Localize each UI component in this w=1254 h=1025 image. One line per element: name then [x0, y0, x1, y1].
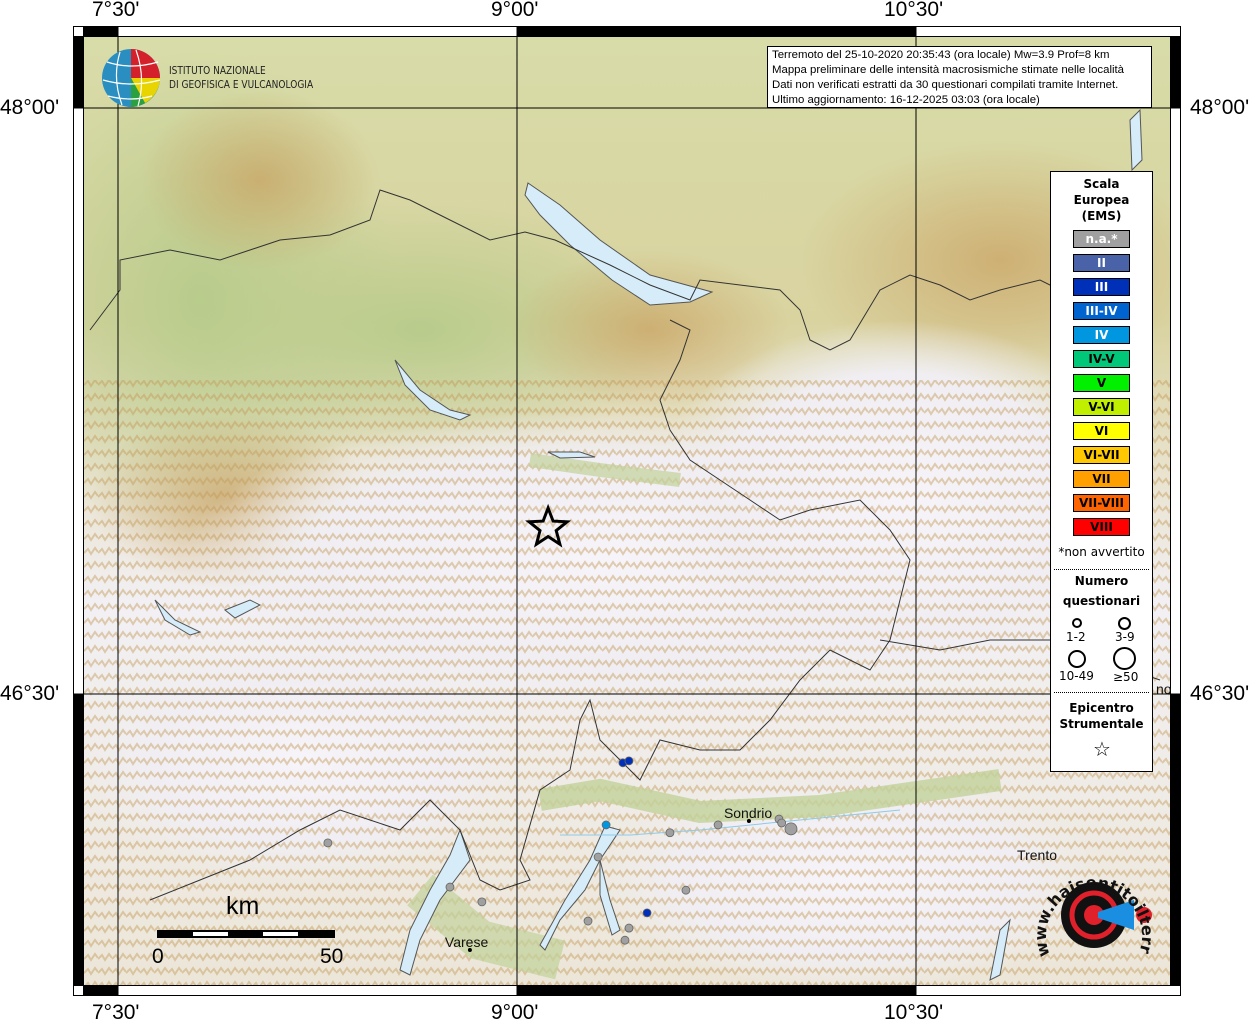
legend-divider	[1054, 692, 1149, 693]
intensity-swatch: VII	[1073, 470, 1130, 488]
intensity-swatch: V-VI	[1073, 398, 1130, 416]
epicenter-star-legend-icon: ☆	[1093, 737, 1111, 761]
lat-tick-left: 48°00'	[0, 96, 60, 119]
epicenter-star-icon[interactable]	[525, 503, 572, 548]
lat-tick-right: 46°30'	[1190, 682, 1250, 705]
intensity-swatch: VII-VIII	[1073, 494, 1130, 512]
observation-point[interactable]	[593, 852, 603, 862]
intensity-swatch: VI	[1073, 422, 1130, 440]
count-title: Numero	[1074, 574, 1129, 588]
ingv-line-1: ISTITUTO NAZIONALE	[169, 64, 266, 77]
observation-point[interactable]	[665, 828, 675, 838]
ingv-line-2: DI GEOFISICA E VULCANOLOGIA	[169, 78, 314, 91]
lon-tick-bottom: 9°00'	[491, 1001, 539, 1024]
observation-point[interactable]	[620, 935, 630, 945]
count-circle-xlarge-icon	[1113, 647, 1136, 670]
legend-title: Scala Europea (EMS)	[1051, 176, 1152, 224]
legend: Scala Europea (EMS) n.a.* II III III-IV IV IV…	[1050, 171, 1153, 772]
legend-divider	[1054, 569, 1149, 570]
observation-point[interactable]	[784, 822, 798, 836]
scale-max: 50	[320, 945, 344, 968]
lon-tick-top: 9°00'	[491, 0, 539, 21]
count-label: 1-2	[1066, 630, 1086, 644]
count-circle-large-icon	[1068, 650, 1086, 668]
map-frame	[73, 26, 1181, 996]
terrain	[83, 36, 1171, 986]
lat-tick-right: 48°00'	[1190, 96, 1250, 119]
intensity-swatch: n.a.*	[1073, 230, 1130, 248]
legend-title-line: (EMS)	[1081, 209, 1122, 223]
count-title: questionari	[1062, 594, 1141, 608]
observation-point[interactable]	[323, 838, 333, 848]
observation-point[interactable]	[445, 882, 455, 892]
intensity-swatch: II	[1073, 254, 1130, 272]
count-label: 3-9	[1115, 630, 1135, 644]
intensity-swatch: III-IV	[1073, 302, 1130, 320]
graticule	[73, 26, 1181, 996]
scale-bar	[157, 930, 335, 938]
epicenter-title: Epicentro	[1069, 701, 1134, 715]
intensity-swatch: III	[1073, 278, 1130, 296]
observation-point[interactable]	[601, 820, 611, 830]
event-info-line: Terremoto del 25-10-2020 20:35:43 (ora l…	[772, 49, 1110, 61]
observation-point[interactable]	[681, 885, 691, 895]
observation-point[interactable]	[583, 916, 593, 926]
cities-layer	[467, 819, 751, 952]
observation-point[interactable]	[624, 923, 634, 933]
count-circle-small-icon	[1072, 618, 1082, 628]
legend-title-line: Europea	[1073, 193, 1130, 207]
intensity-swatch: IV	[1073, 326, 1130, 344]
event-info-line: Ultimo aggiornamento: 16-12-2025 03:03 (…	[772, 94, 1040, 106]
scale-min: 0	[152, 945, 164, 968]
observation-point[interactable]	[477, 897, 487, 907]
lon-tick-top: 7°30'	[92, 0, 140, 21]
event-info-line: Dati non verificati estratti da 30 quest…	[772, 79, 1119, 91]
observation-point[interactable]	[777, 818, 787, 828]
city-label: Sondrio	[723, 805, 773, 822]
event-info-box: Terremoto del 25-10-2020 20:35:43 (ora l…	[767, 46, 1152, 108]
lon-tick-top: 10°30'	[884, 0, 944, 21]
legend-title-line: Scala	[1083, 177, 1120, 191]
ingv-logo-icon	[102, 49, 161, 107]
intensity-swatch: VIII	[1073, 518, 1130, 536]
epicenter-title: Strumentale	[1059, 717, 1144, 731]
city-label: Varese	[444, 933, 489, 950]
scale-unit: km	[226, 892, 260, 920]
observation-point[interactable]	[624, 756, 634, 766]
observations-layer	[323, 756, 798, 945]
lat-tick-left: 46°30'	[0, 682, 60, 705]
city-label: Trento	[1017, 847, 1057, 864]
city-marker	[746, 819, 751, 824]
cut-place-label: no	[1156, 681, 1172, 697]
observation-point[interactable]	[642, 908, 652, 918]
count-circle-medium-icon	[1118, 617, 1131, 630]
ingv-logo-text: ISTITUTO NAZIONALE DI GEOFISICA E VULCAN…	[169, 64, 313, 92]
intensity-swatch: IV-V	[1073, 350, 1130, 368]
count-label: 10-49	[1059, 669, 1094, 683]
lon-tick-bottom: 7°30'	[92, 1001, 140, 1024]
event-info-line: Mappa preliminare delle intensità macros…	[772, 64, 1125, 76]
intensity-swatch: VI-VII	[1073, 446, 1130, 464]
count-label: ≥50	[1113, 670, 1139, 684]
intensity-swatch: V	[1073, 374, 1130, 392]
observation-point[interactable]	[713, 820, 723, 830]
legend-note: *non avvertito	[1058, 545, 1145, 559]
city-marker	[467, 947, 472, 952]
lon-tick-bottom: 10°30'	[884, 1001, 944, 1024]
